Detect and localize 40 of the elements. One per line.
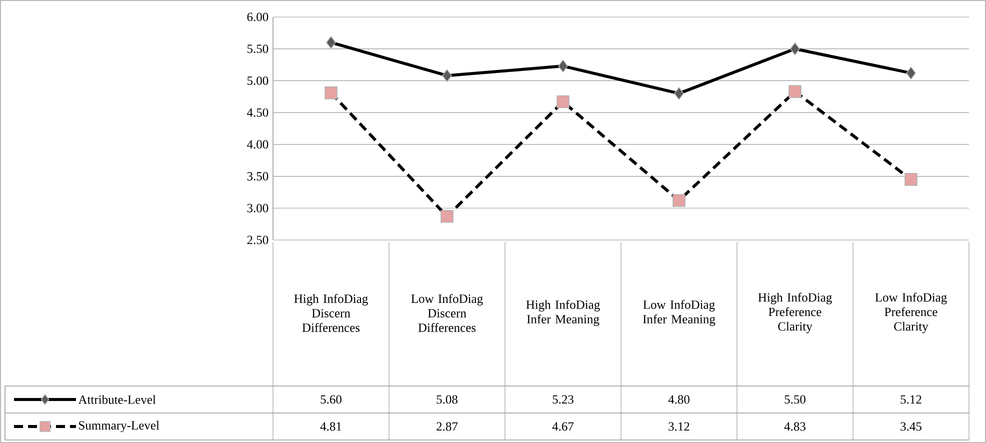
x-tick-label: High InfoDiag Infer Meaning — [526, 300, 600, 326]
point — [672, 194, 686, 207]
data-label: 5.23 — [552, 395, 574, 404]
point — [326, 36, 336, 49]
x-tick-label: High InfoDiag Preference Clarity — [758, 292, 832, 334]
x-tick-label: Low InfoDiag Discern Differences — [411, 294, 483, 332]
x-tick-label: High InfoDiag Discern Differences — [294, 294, 368, 332]
point — [674, 87, 684, 100]
data-label: 4.80 — [668, 395, 690, 404]
point — [442, 69, 452, 82]
y-tick-label: 5.00 — [247, 76, 268, 85]
data-label: 4.67 — [552, 422, 574, 431]
point — [904, 173, 918, 186]
x-tick-label: Low InfoDiag Infer Meaning — [643, 300, 716, 326]
data-label: 5.12 — [900, 395, 922, 404]
y-tick-label: 3.50 — [247, 172, 268, 181]
y-tick-label: 4.50 — [247, 108, 268, 117]
data-label: 5.50 — [784, 395, 806, 404]
data-label: 5.08 — [436, 395, 458, 404]
y-tick-label: 4.00 — [247, 140, 268, 149]
point — [906, 66, 916, 80]
data-label: 3.12 — [668, 422, 690, 431]
y-tick-label: 6.00 — [247, 12, 268, 22]
point — [556, 95, 570, 108]
point — [324, 86, 338, 100]
point — [558, 60, 568, 72]
point — [788, 85, 802, 98]
point — [790, 42, 800, 56]
data-label: 4.83 — [784, 422, 806, 431]
y-tick-label: 5.50 — [247, 44, 268, 54]
legend-label: Summary-Level — [79, 420, 160, 432]
data-label: 2.87 — [436, 422, 458, 431]
legend-label: Attribute-Level — [78, 395, 156, 404]
y-tick-label: 2.50 — [247, 236, 268, 244]
y-tick-label: 3.00 — [247, 204, 268, 212]
data-label: 5.60 — [320, 395, 342, 404]
data-label: 4.81 — [320, 422, 342, 431]
data-label: 3.45 — [900, 422, 922, 431]
point — [440, 210, 454, 223]
x-tick-label: Low InfoDiag Preference Clarity — [875, 292, 947, 334]
